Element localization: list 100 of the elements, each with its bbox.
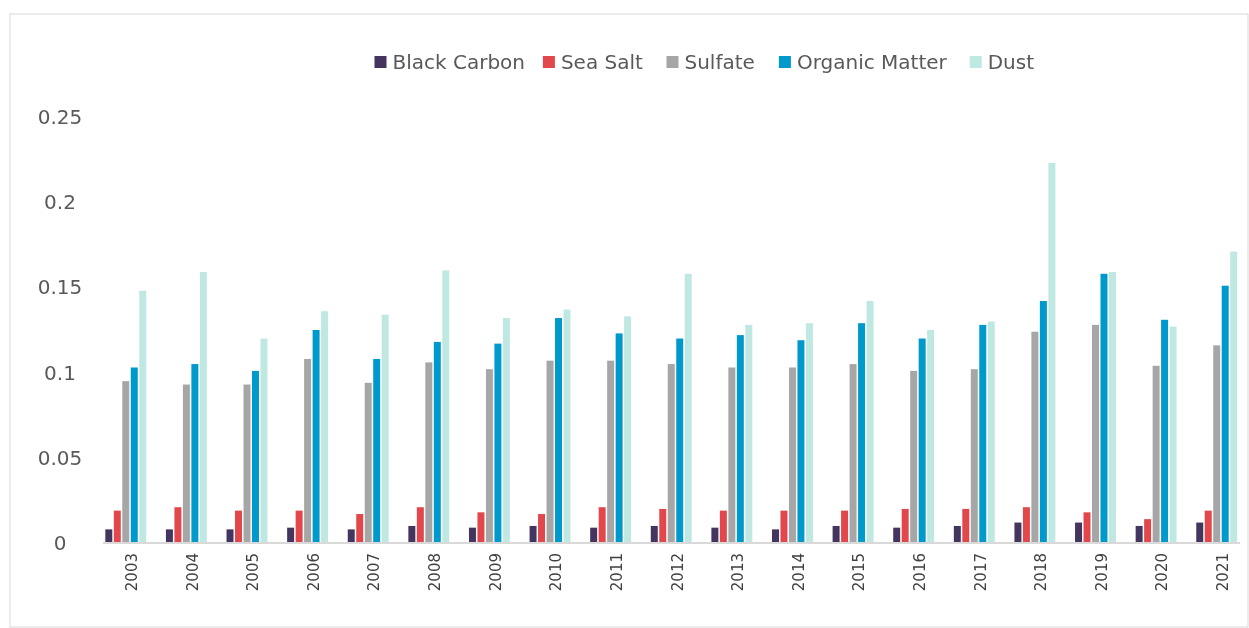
bar xyxy=(1048,163,1056,543)
bar xyxy=(174,507,182,543)
legend-label: Organic Matter xyxy=(796,50,948,74)
bar xyxy=(615,333,623,543)
bar xyxy=(1108,272,1116,543)
bar xyxy=(1039,301,1047,543)
bar xyxy=(987,321,995,543)
y-tick-label: 0.05 xyxy=(37,445,83,470)
bar xyxy=(502,318,510,543)
bar xyxy=(1196,522,1204,543)
bar xyxy=(667,364,675,543)
y-tick-label: 0.2 xyxy=(44,190,76,215)
bar xyxy=(841,510,849,543)
bar xyxy=(745,324,753,543)
bar xyxy=(1022,507,1030,543)
bar xyxy=(953,525,961,543)
y-tick-label: 0.15 xyxy=(37,275,83,300)
bar xyxy=(529,525,537,543)
bar xyxy=(901,508,909,543)
bar xyxy=(1083,512,1091,543)
bar xyxy=(659,508,667,543)
bar xyxy=(927,330,935,543)
x-tick-label: 2012 xyxy=(668,553,687,592)
bar xyxy=(728,367,736,543)
bar xyxy=(772,529,779,543)
x-tick-label: 2019 xyxy=(1092,553,1111,592)
x-tick-label: 2006 xyxy=(304,553,323,592)
bar xyxy=(373,358,381,543)
bar xyxy=(304,358,312,543)
bar xyxy=(226,529,234,543)
bar xyxy=(684,273,692,543)
x-tick-label: 2003 xyxy=(123,553,142,592)
bar xyxy=(477,512,485,543)
bar xyxy=(1075,522,1083,543)
bar xyxy=(849,364,857,543)
bar xyxy=(962,508,970,543)
bar xyxy=(910,370,918,543)
bar xyxy=(468,527,476,543)
bar xyxy=(538,514,546,543)
x-tick-label: 2004 xyxy=(183,553,202,592)
bar xyxy=(1204,510,1212,543)
bar xyxy=(624,316,632,543)
bar xyxy=(1152,365,1160,543)
bar xyxy=(251,370,259,543)
bar xyxy=(122,381,130,543)
bar xyxy=(832,525,840,543)
bar xyxy=(191,364,199,543)
bar xyxy=(788,367,796,543)
bar xyxy=(1144,519,1152,543)
x-tick-label: 2017 xyxy=(971,553,990,592)
x-tick-label: 2009 xyxy=(486,553,505,592)
bar xyxy=(260,338,268,543)
bar xyxy=(893,527,901,543)
x-tick-label: 2013 xyxy=(729,553,748,592)
x-tick-label: 2016 xyxy=(910,553,929,592)
bar xyxy=(235,510,242,543)
bar xyxy=(676,338,684,543)
bar xyxy=(356,514,364,543)
bar xyxy=(165,529,173,543)
bar xyxy=(866,301,874,543)
bar xyxy=(425,362,433,543)
bar xyxy=(1213,345,1221,543)
bar xyxy=(858,323,866,543)
bar xyxy=(381,314,389,543)
bar xyxy=(1031,331,1039,543)
bar xyxy=(1161,319,1169,543)
legend-label: Dust xyxy=(987,50,1035,74)
legend-label: Sulfate xyxy=(684,50,755,74)
bar xyxy=(590,527,598,543)
bar xyxy=(780,510,788,543)
bar xyxy=(711,527,719,543)
legend-label: Sea Salt xyxy=(560,50,644,74)
bar xyxy=(364,382,372,543)
bar xyxy=(607,360,615,543)
x-tick-label: 2010 xyxy=(547,553,566,592)
bar xyxy=(1221,285,1229,543)
bar xyxy=(805,323,813,543)
bar xyxy=(1014,522,1022,543)
bar xyxy=(1169,326,1177,543)
bar xyxy=(1092,324,1099,543)
bar xyxy=(408,525,416,543)
bar xyxy=(1135,525,1143,543)
bar xyxy=(485,369,493,543)
bar xyxy=(321,311,329,543)
bar xyxy=(719,510,727,543)
legend-label: Black Carbon xyxy=(392,50,526,74)
bar xyxy=(347,529,355,543)
bar xyxy=(199,272,207,543)
bar xyxy=(139,290,147,543)
x-tick-label: 2011 xyxy=(607,553,626,592)
bar xyxy=(1100,273,1108,543)
bar xyxy=(130,367,138,543)
y-tick-label: 0.1 xyxy=(44,360,76,385)
bar xyxy=(598,507,606,543)
bar xyxy=(736,335,744,543)
x-tick-label: 2018 xyxy=(1032,553,1051,592)
y-tick-label: 0 xyxy=(53,531,67,555)
bar xyxy=(650,525,658,543)
bar xyxy=(979,324,987,543)
bar xyxy=(797,340,805,543)
